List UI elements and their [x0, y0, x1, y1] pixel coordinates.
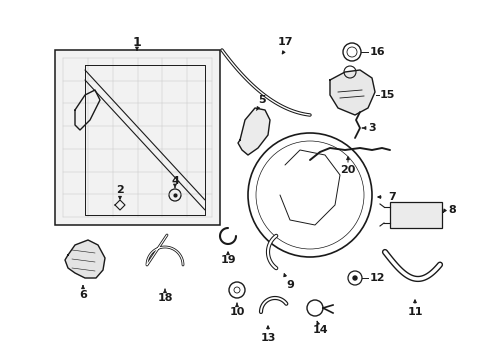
Text: 15: 15 — [379, 90, 395, 100]
Text: 8: 8 — [447, 205, 455, 215]
Text: 7: 7 — [387, 192, 395, 202]
Text: 10: 10 — [229, 307, 244, 317]
Text: 4: 4 — [171, 176, 179, 186]
Text: 9: 9 — [285, 280, 293, 290]
Text: 20: 20 — [340, 165, 355, 175]
Polygon shape — [329, 70, 374, 115]
Text: 11: 11 — [407, 307, 422, 317]
Bar — [389, 202, 441, 228]
Text: 5: 5 — [258, 95, 265, 105]
Circle shape — [352, 276, 356, 280]
Text: 17: 17 — [277, 37, 292, 47]
Bar — [55, 50, 220, 225]
Polygon shape — [65, 240, 105, 278]
Text: 14: 14 — [311, 325, 327, 335]
Text: 18: 18 — [157, 293, 172, 303]
Text: 16: 16 — [369, 47, 385, 57]
Text: 1: 1 — [132, 36, 141, 49]
Text: 6: 6 — [79, 290, 87, 300]
Polygon shape — [238, 108, 269, 155]
Text: 13: 13 — [260, 333, 275, 343]
Text: 3: 3 — [367, 123, 375, 133]
Text: 12: 12 — [369, 273, 385, 283]
Text: 19: 19 — [220, 255, 235, 265]
Text: 2: 2 — [116, 185, 123, 195]
